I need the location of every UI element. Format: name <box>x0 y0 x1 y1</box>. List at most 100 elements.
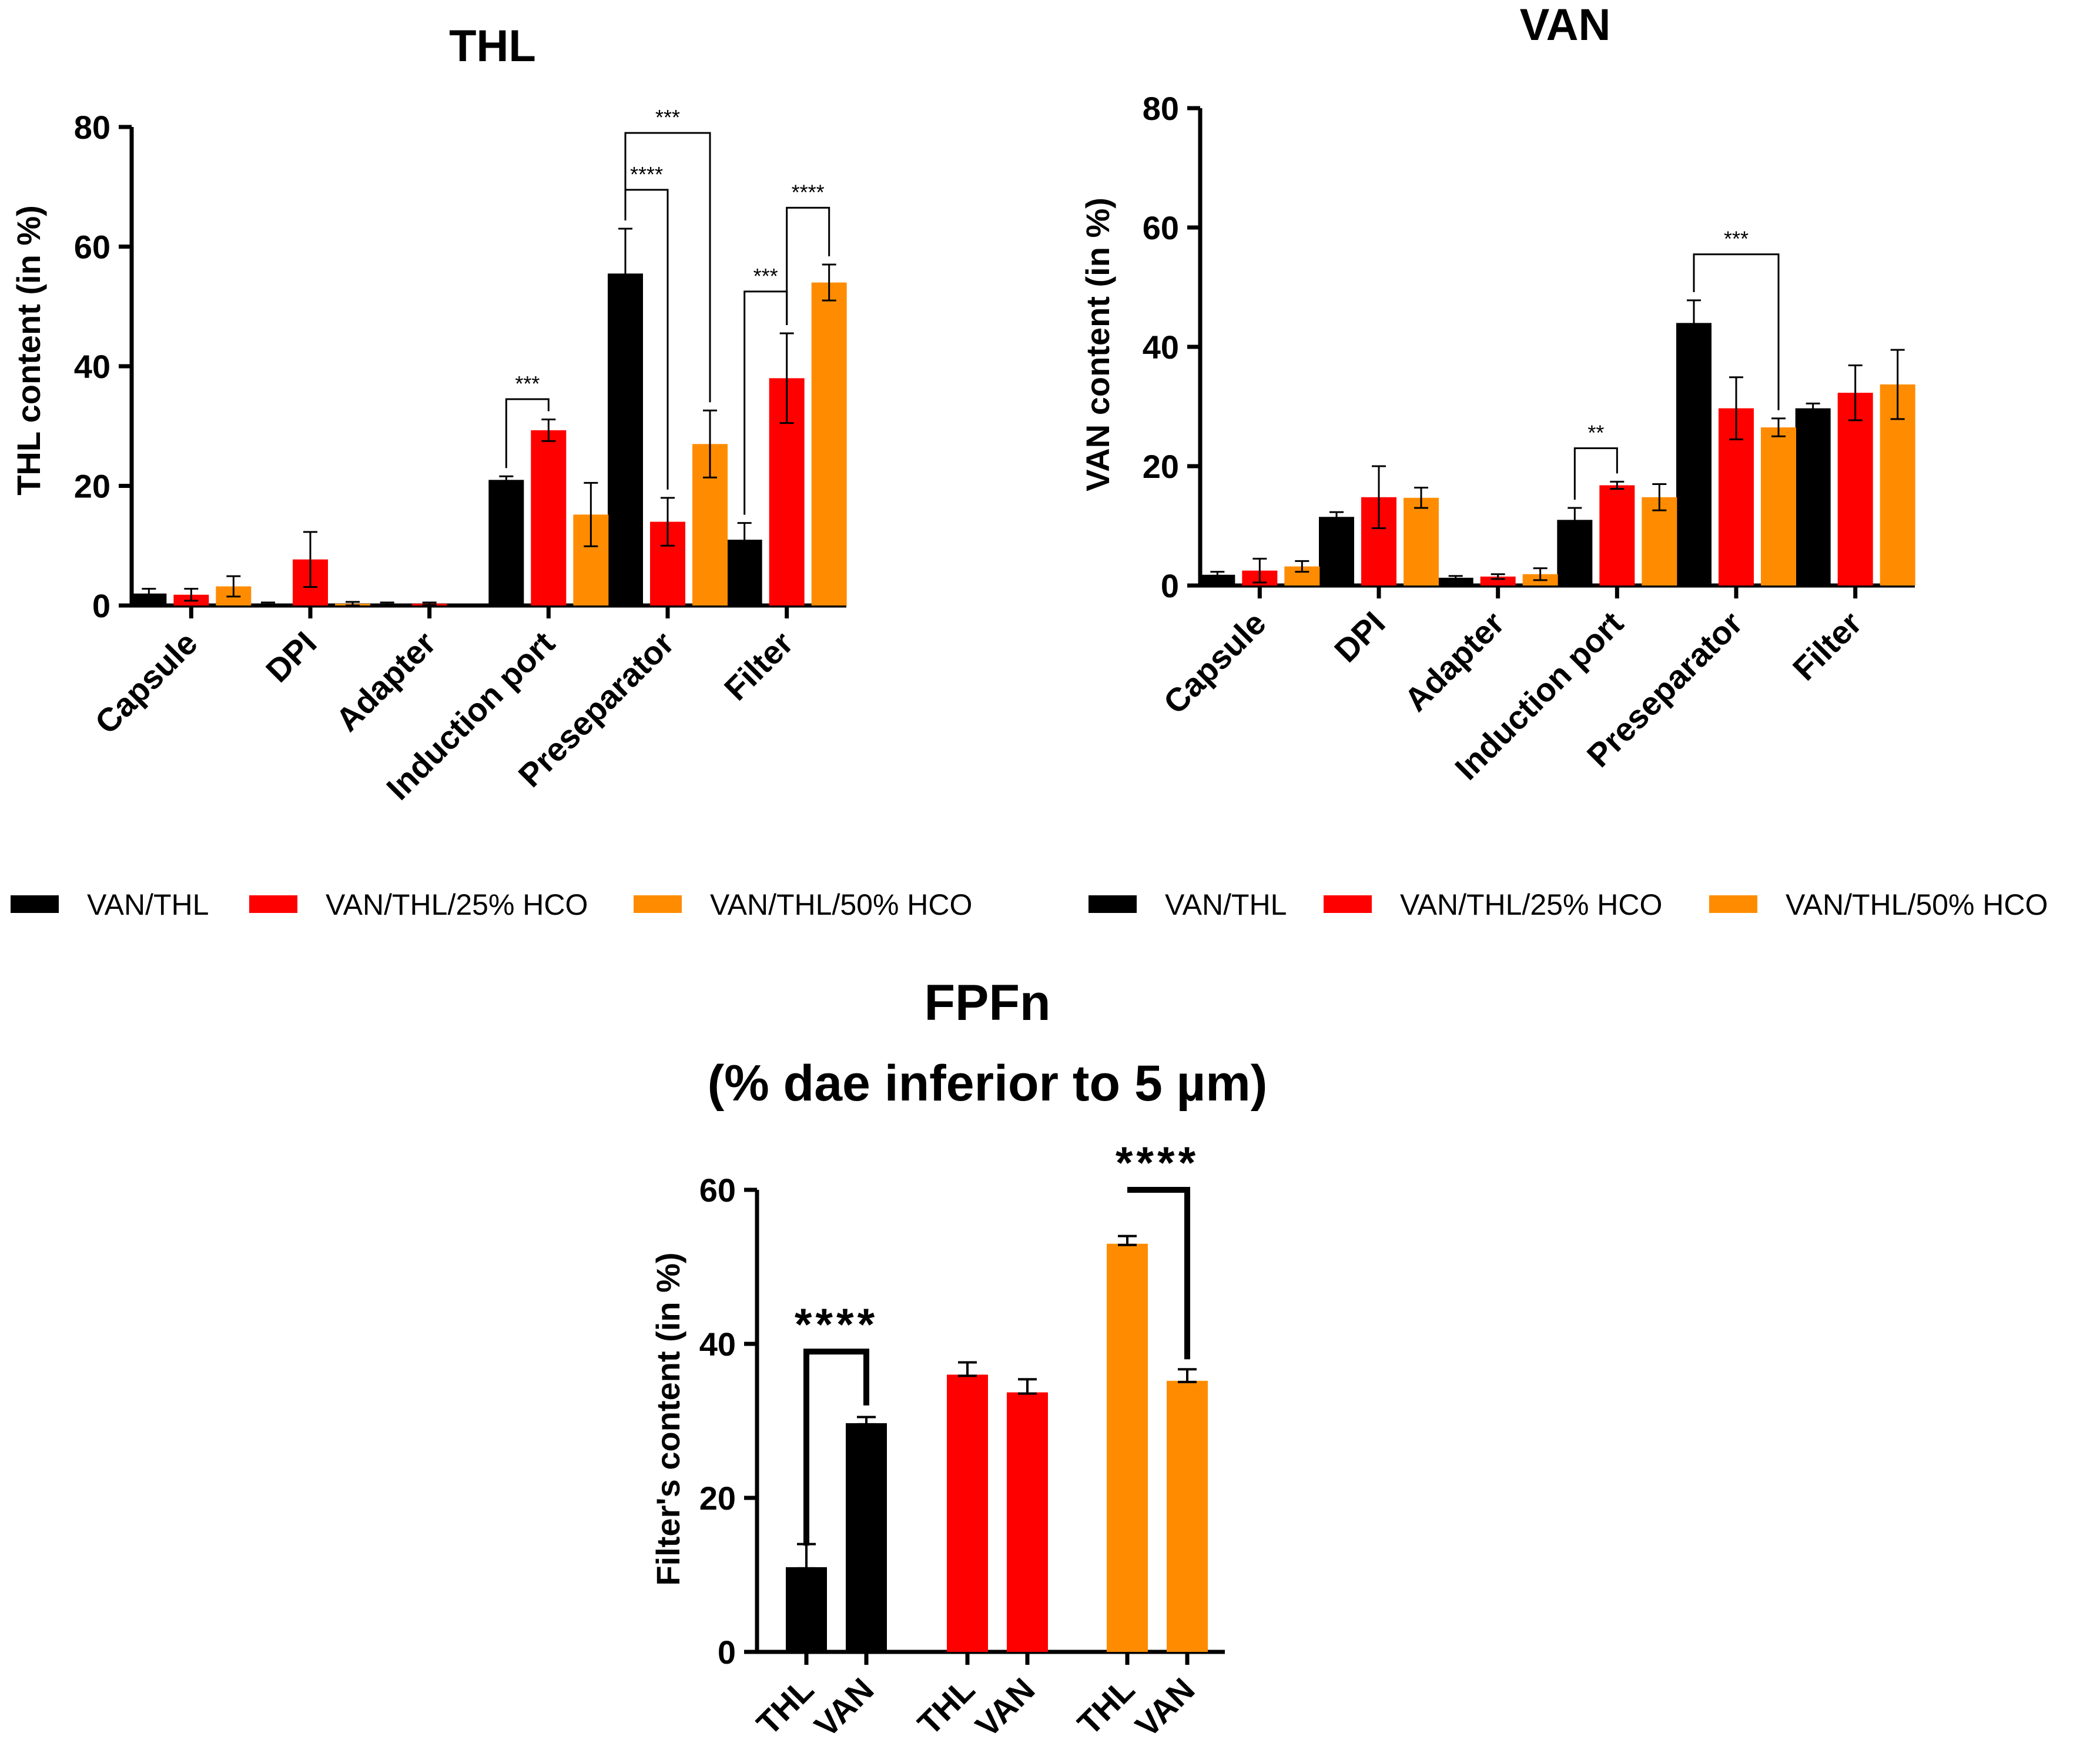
thl-error-bar <box>346 601 360 607</box>
van-chart: VAN VAN content (in %) 0 20 40 60 80 Capsule D… <box>1079 0 1915 787</box>
fpfn-chart: FPFn (% dae inferior to 5 µm) Filter's c… <box>649 975 1267 1744</box>
thl-error-bar <box>779 332 794 424</box>
van-error-bar <box>1610 480 1625 490</box>
fpfn-error-bar <box>797 1543 816 1570</box>
fpfn-significance-bracket: **** <box>795 1300 878 1546</box>
van-significance-label: *** <box>1724 227 1749 251</box>
fpfn-error-bar <box>857 1416 876 1426</box>
thl-significance-bracket: *** <box>505 372 550 469</box>
van-error-bar <box>1210 571 1225 579</box>
thl-significance-bracket: **** <box>786 180 830 326</box>
van-y-tick-label: 20 <box>1143 448 1179 485</box>
thl-category-label: Adapter <box>329 624 443 738</box>
thl-y-tick-label: 40 <box>74 348 110 385</box>
fpfn-bar <box>1167 1380 1208 1652</box>
van-error-bar <box>1848 364 1863 421</box>
thl-legend-swatch <box>249 895 297 913</box>
van-category-label: DPI <box>1327 604 1392 670</box>
fpfn-bar <box>786 1567 827 1652</box>
fpfn-error-bar <box>1118 1235 1137 1246</box>
thl-bar <box>488 480 524 605</box>
thl-error-bar <box>303 531 317 588</box>
van-error-bar <box>1372 465 1386 530</box>
van-error-bar <box>1806 402 1820 414</box>
thl-bar <box>608 273 643 606</box>
thl-significance-bracket: *** <box>624 105 711 403</box>
fpfn-category-label: VAN <box>807 1671 880 1744</box>
fpfn-y-tick-label: 0 <box>718 1634 736 1671</box>
thl-bracket-line <box>624 189 669 490</box>
fpfn-bar <box>947 1374 988 1652</box>
fpfn-y-tick-label: 60 <box>699 1172 736 1209</box>
fpfn-y-tick-label: 40 <box>699 1326 736 1363</box>
van-y-axis-label: VAN content (in %) <box>1079 198 1116 491</box>
fpfn-significance-label: **** <box>795 1300 878 1350</box>
van-legend-swatch <box>1709 895 1757 913</box>
van-bracket-line <box>1573 447 1618 500</box>
fpfn-y-axis-label: Filter's content (in %) <box>649 1252 686 1585</box>
van-error-bar <box>1771 417 1786 437</box>
fpfn-category-label: THL <box>910 1671 982 1742</box>
van-bar <box>1480 576 1516 586</box>
van-category-label: Capsule <box>1156 604 1273 721</box>
fpfn-significance-label: **** <box>1116 1138 1199 1188</box>
thl-legend-label: VAN/THL <box>87 888 209 921</box>
van-significance-bracket: ** <box>1573 421 1618 500</box>
thl-legend-label: VAN/THL/25% HCO <box>326 888 588 921</box>
thl-error-bar <box>822 263 836 302</box>
van-bar <box>1404 497 1439 586</box>
thl-error-bar <box>261 601 275 606</box>
thl-significance-bracket: *** <box>743 264 788 515</box>
fpfn-bracket-line <box>1127 1187 1190 1360</box>
thl-error-bar <box>380 601 394 606</box>
thl-category-label: DPI <box>259 624 324 690</box>
van-legend-swatch <box>1324 895 1372 913</box>
fpfn-category-label: THL <box>749 1671 821 1742</box>
van-category-label: Adapter <box>1397 604 1511 718</box>
thl-error-bar <box>499 475 514 484</box>
thl-legend-label: VAN/THL/50% HCO <box>710 888 972 921</box>
van-legend-label: VAN/THL/25% HCO <box>1400 888 1662 921</box>
van-y-tick-label: 80 <box>1143 90 1179 127</box>
thl-bracket-line <box>743 290 788 515</box>
thl-significance-label: *** <box>655 105 680 129</box>
thl-error-bar <box>661 497 675 547</box>
fpfn-chart-title: FPFn <box>925 975 1051 1031</box>
van-error-bar <box>1414 487 1428 509</box>
fpfn-category-label: VAN <box>1128 1671 1201 1744</box>
thl-error-bar <box>184 588 199 602</box>
thl-bracket-line <box>786 206 830 326</box>
van-error-bar <box>1491 573 1505 580</box>
thl-error-bar <box>618 228 632 320</box>
fpfn-error-bar <box>958 1361 977 1377</box>
van-error-bar <box>1533 567 1548 581</box>
thl-error-bar <box>541 419 556 442</box>
thl-y-tick-label: 20 <box>74 468 110 505</box>
thl-category-label: Filter <box>717 624 800 707</box>
thl-legend-swatch <box>634 895 682 913</box>
thl-error-bar <box>422 601 437 606</box>
thl-significance-label: *** <box>753 264 778 288</box>
thl-legend-swatch <box>11 895 59 913</box>
van-error-bar <box>1729 376 1743 440</box>
fpfn-chart-subtitle: (% dae inferior to 5 µm) <box>708 1055 1268 1112</box>
van-error-bar <box>1329 511 1344 523</box>
thl-significance-label: **** <box>792 180 825 204</box>
thl-significance-bracket: **** <box>624 162 669 490</box>
fpfn-category-label: THL <box>1070 1671 1142 1742</box>
fpfn-error-bar <box>1018 1378 1037 1395</box>
van-bar <box>1837 393 1873 586</box>
fpfn-error-bar <box>1178 1368 1197 1383</box>
van-bar <box>1761 427 1796 586</box>
thl-y-tick-label: 80 <box>74 109 110 146</box>
fpfn-significance-bracket: **** <box>1116 1138 1199 1360</box>
van-bar <box>1676 323 1712 586</box>
thl-y-tick-label: 60 <box>74 229 110 266</box>
thl-bar <box>531 430 567 605</box>
van-bar <box>1795 408 1831 586</box>
thl-significance-label: *** <box>515 372 540 396</box>
van-bar <box>1599 485 1635 586</box>
van-bracket-line <box>1693 253 1780 410</box>
van-bar <box>1438 577 1473 586</box>
